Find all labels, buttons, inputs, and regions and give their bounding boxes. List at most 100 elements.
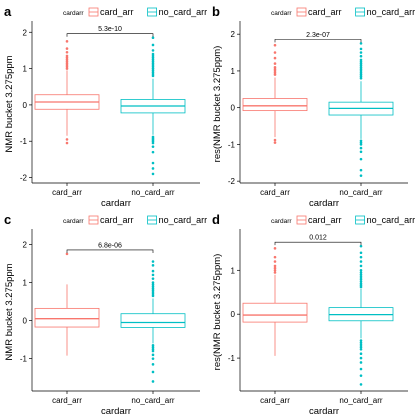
legend-key-no_card_arr bbox=[147, 7, 158, 17]
outlier-point bbox=[359, 62, 363, 65]
p-value-label: 6.8e-06 bbox=[98, 242, 122, 249]
outlier-point bbox=[151, 58, 155, 61]
outlier-point bbox=[151, 54, 155, 58]
outlier-point bbox=[359, 244, 363, 248]
outlier-point bbox=[273, 67, 277, 71]
legend-label-card_arr: card_arr bbox=[308, 215, 342, 225]
outlier-point bbox=[151, 43, 155, 47]
outlier-point bbox=[359, 275, 363, 279]
outlier-point bbox=[359, 277, 363, 281]
outlier-point bbox=[65, 252, 69, 256]
outlier-point bbox=[151, 67, 155, 70]
y-tick-label: 0 bbox=[23, 317, 28, 326]
x-axis-title: cardarr bbox=[101, 406, 131, 415]
outlier-point bbox=[273, 51, 277, 54]
outlier-point bbox=[151, 353, 155, 357]
panel-letter: c bbox=[4, 212, 11, 227]
outlier-point bbox=[151, 273, 155, 277]
y-tick-label: 2 bbox=[23, 28, 28, 37]
box-card_arr bbox=[242, 247, 308, 356]
outlier-point bbox=[273, 43, 277, 47]
outlier-point bbox=[151, 283, 155, 286]
outlier-point bbox=[151, 294, 155, 298]
legend-key-no_card_arr bbox=[355, 215, 366, 225]
outlier-point bbox=[359, 146, 363, 150]
outlier-point bbox=[151, 349, 155, 353]
outlier-point bbox=[359, 47, 363, 51]
p-value-label: 5.3e-10 bbox=[98, 26, 122, 33]
outlier-point bbox=[65, 67, 69, 70]
outlier-point bbox=[65, 47, 69, 50]
outlier-point bbox=[359, 60, 363, 64]
bracket-line bbox=[274, 241, 362, 246]
outlier-point bbox=[151, 290, 155, 294]
panel-c: c cardarr card_arr no_card_arr -1 0 1 2 card_arr… bbox=[4, 212, 207, 415]
legend-label-card_arr: card_arr bbox=[308, 7, 342, 17]
outlier-point bbox=[359, 374, 363, 377]
outlier-point bbox=[359, 273, 363, 276]
legend-title: cardarr bbox=[63, 218, 84, 225]
outlier-point bbox=[151, 60, 155, 63]
outlier-point bbox=[273, 65, 277, 69]
x-tick-label: no_card_arr bbox=[131, 396, 174, 405]
y-axis-title: res(NMR bucket 3.275ppm) bbox=[212, 254, 223, 371]
outlier-point bbox=[273, 141, 277, 144]
y-tick-label: 1 bbox=[231, 266, 236, 275]
outlier-point bbox=[273, 269, 277, 272]
outlier-point bbox=[151, 69, 155, 72]
outlier-point bbox=[151, 72, 155, 76]
legend: cardarr card_arr no_card_arr bbox=[63, 215, 207, 225]
outlier-point bbox=[359, 271, 363, 274]
outlier-point bbox=[359, 339, 363, 342]
legend: cardarr card_arr no_card_arr bbox=[63, 7, 207, 17]
outlier-point bbox=[151, 286, 155, 290]
outlier-point bbox=[273, 56, 277, 60]
box-iqr bbox=[242, 98, 308, 112]
outlier-point bbox=[151, 52, 155, 56]
y-tick-label: -1 bbox=[228, 354, 236, 363]
y-tick-label: 1 bbox=[231, 67, 236, 76]
box-card_arr bbox=[34, 252, 100, 356]
legend-label-card_arr: card_arr bbox=[100, 215, 134, 225]
outlier-point bbox=[359, 67, 363, 71]
x-tick-label: no_card_arr bbox=[339, 188, 382, 197]
outlier-point bbox=[65, 40, 69, 43]
outlier-point bbox=[65, 54, 69, 58]
y-tick-label: 2 bbox=[23, 240, 28, 249]
outlier-point bbox=[65, 61, 69, 65]
outlier-point bbox=[151, 139, 155, 143]
outlier-point bbox=[151, 61, 155, 65]
outlier-point bbox=[359, 361, 363, 364]
outlier-point bbox=[151, 56, 155, 59]
outlier-point bbox=[359, 168, 363, 172]
box-iqr bbox=[34, 307, 100, 328]
y-tick-label: 0 bbox=[231, 310, 236, 319]
outlier-point bbox=[273, 260, 277, 263]
outlier-point bbox=[151, 269, 155, 273]
outlier-point bbox=[65, 56, 69, 59]
outlier-point bbox=[359, 345, 363, 349]
panel-b: b cardarr card_arr no_card_arr -2 -1 0 1 2 card_a… bbox=[212, 4, 415, 209]
legend-key-card_arr bbox=[88, 215, 99, 225]
outlier-point bbox=[359, 54, 363, 58]
box-no_card_arr bbox=[328, 42, 394, 177]
x-tick-label: card_arr bbox=[260, 396, 290, 405]
legend-key-no_card_arr bbox=[355, 7, 366, 17]
bracket-line bbox=[274, 39, 362, 43]
legend: cardarr card_arr no_card_arr bbox=[271, 7, 415, 17]
legend-key-no_card_arr bbox=[147, 215, 158, 225]
outlier-point bbox=[151, 74, 155, 78]
outlier-point bbox=[65, 63, 69, 67]
p-value-label: 0.012 bbox=[309, 235, 327, 242]
x-axis-title: cardarr bbox=[101, 198, 131, 209]
outlier-point bbox=[65, 65, 69, 69]
outlier-point bbox=[359, 76, 363, 80]
outlier-point bbox=[151, 70, 155, 74]
legend-title: cardarr bbox=[271, 218, 292, 225]
outlier-point bbox=[359, 71, 363, 75]
outlier-point bbox=[273, 264, 277, 268]
outlier-point bbox=[151, 281, 155, 284]
outlier-point bbox=[273, 71, 277, 75]
outlier-point bbox=[151, 370, 155, 374]
